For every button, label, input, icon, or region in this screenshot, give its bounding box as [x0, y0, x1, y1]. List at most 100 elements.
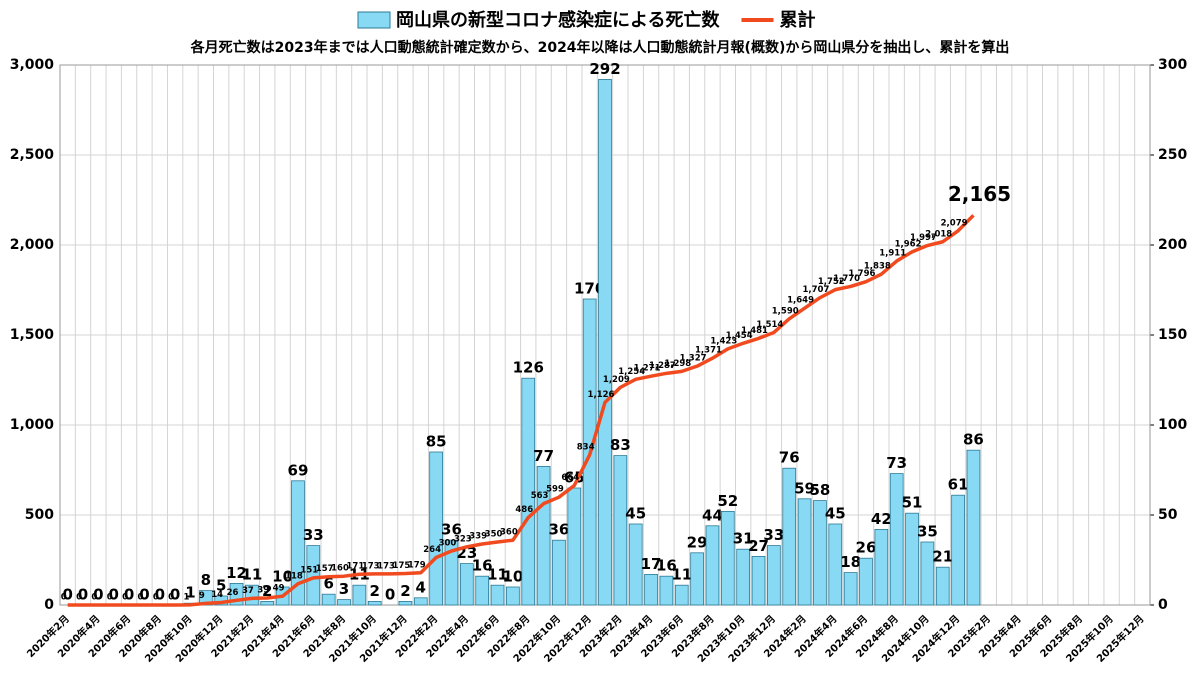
line-label: 173: [362, 561, 380, 571]
y-tick-label: 2,500: [10, 147, 55, 163]
bar: [813, 500, 827, 606]
line-label: 264: [423, 545, 441, 555]
line-label: 1,911: [879, 249, 906, 259]
bar-label: 69: [288, 461, 309, 479]
bar: [951, 494, 965, 606]
y-tick-label: 0: [44, 597, 54, 613]
y-tick-label: 1,000: [10, 417, 55, 433]
bar: [905, 512, 919, 606]
line-label: 39: [257, 585, 269, 595]
y2-tick-label: 250: [1158, 147, 1187, 163]
bar: [367, 601, 382, 606]
bar-label: 36: [441, 521, 462, 539]
bar: [552, 539, 566, 606]
line-label: 37: [242, 586, 254, 596]
y-tick-label: 3,000: [10, 57, 55, 73]
bar-label: 12: [226, 564, 247, 582]
bar: [705, 525, 720, 606]
bar: [935, 566, 950, 606]
y-tick-label: 2,000: [10, 237, 55, 253]
y-tick-label: 1,500: [10, 327, 55, 343]
bar: [444, 539, 459, 606]
bar-label: 26: [856, 539, 877, 557]
bar: [674, 584, 689, 606]
bar-label: 33: [303, 526, 324, 544]
line-label: 0: [122, 593, 128, 603]
line-label: 0: [76, 593, 82, 603]
bar: [429, 451, 443, 606]
line-label: 1,209: [603, 375, 630, 385]
bar: [475, 575, 490, 606]
line-label: 1,271: [634, 364, 661, 374]
line-label: 2,079: [941, 218, 968, 228]
bar-label: 51: [902, 494, 923, 512]
bar-label: 126: [513, 359, 544, 377]
line-label: 360: [500, 528, 518, 538]
bar-label: 58: [809, 481, 830, 499]
bar-label: 59: [794, 479, 815, 497]
line-label: 1,454: [726, 331, 753, 341]
bar: [782, 467, 797, 606]
bar-label: 0: [62, 586, 72, 604]
bar: [260, 601, 275, 606]
bar: [567, 487, 582, 606]
line-label: 1,962: [895, 239, 922, 249]
bar: [874, 529, 889, 606]
bar-label: 85: [426, 433, 447, 451]
line-label: 1,590: [772, 306, 799, 316]
bar: [859, 557, 873, 606]
bar-label: 83: [610, 436, 631, 454]
line-label: 1: [184, 592, 190, 602]
bar-label: 61: [948, 476, 969, 494]
bar: [398, 601, 413, 606]
bar-label: 18: [840, 553, 861, 571]
bar-label: 0: [78, 586, 88, 604]
bar-label: 3: [339, 580, 349, 598]
line-label: 151: [300, 565, 318, 575]
bar: [659, 575, 674, 606]
line-label: 1,327: [680, 354, 707, 364]
bar: [966, 449, 981, 606]
chart-subtitle: 各月死亡数は2023年までは人口動態統計確定数から、2024年以降は人口動態統計…: [190, 39, 1010, 56]
line-label: 0: [61, 593, 67, 603]
line-label: 157: [316, 564, 334, 574]
bar-label: 16: [656, 557, 677, 575]
bar-label: 31: [733, 530, 754, 548]
bar: [321, 593, 336, 606]
line-label: 1,514: [756, 320, 783, 330]
bar-label: 11: [241, 566, 262, 584]
bar: [598, 79, 612, 606]
legend-label: 累計: [779, 9, 815, 31]
bar-label: 52: [717, 492, 738, 510]
line-label: 599: [546, 485, 564, 495]
bar-label: 76: [779, 449, 800, 467]
line-label: 0: [137, 593, 143, 603]
line-label: 49: [273, 584, 285, 594]
bar-label: 4: [416, 578, 426, 596]
bar-label: 2: [262, 582, 272, 600]
line-label: 323: [454, 534, 472, 544]
line-label: 160: [331, 564, 349, 574]
bar-label: 35: [917, 523, 938, 541]
bar: [490, 584, 505, 606]
line-label: 1,481: [741, 326, 768, 336]
line-label: 118: [285, 571, 303, 581]
bar: [797, 498, 812, 606]
bar-label: 1: [185, 584, 195, 602]
bar: [291, 480, 305, 606]
bar-label: 0: [139, 586, 149, 604]
bar-label: 21: [932, 548, 953, 566]
bar-label: 10: [502, 568, 523, 586]
bar-label: 0: [109, 586, 119, 604]
y2-tick-label: 300: [1158, 57, 1187, 73]
bar: [521, 377, 536, 606]
bar-label: 42: [871, 510, 892, 528]
line-label: 9: [199, 591, 205, 601]
line-label: 14: [211, 590, 223, 600]
line-label: 0: [91, 593, 97, 603]
line-label: 175: [393, 561, 411, 571]
line-label: 1,796: [849, 269, 876, 279]
line-label: 2,165: [948, 182, 1011, 206]
line-label: 1,997: [910, 233, 937, 243]
bar: [459, 563, 474, 606]
